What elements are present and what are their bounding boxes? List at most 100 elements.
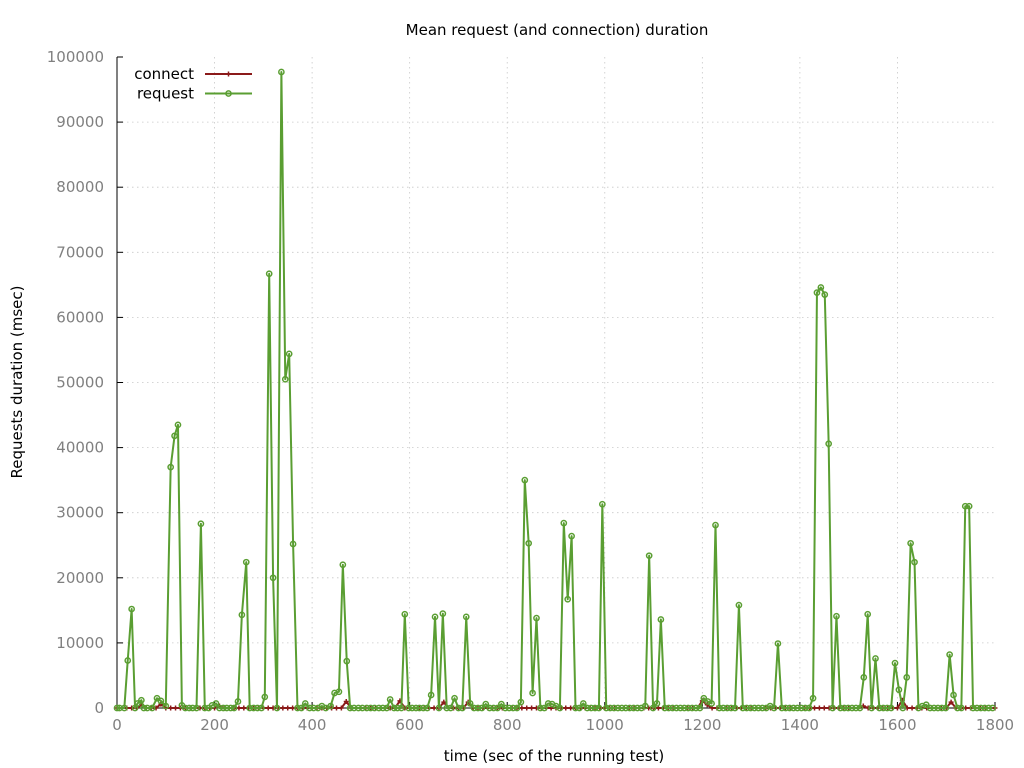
data-point-request	[564, 595, 572, 603]
data-point-request	[560, 519, 568, 527]
data-point-request	[375, 704, 383, 712]
data-point-request	[969, 704, 977, 712]
data-point-request	[113, 704, 121, 712]
legend-label: connect	[134, 65, 194, 83]
data-point-request	[223, 704, 231, 712]
data-point-request	[513, 704, 521, 712]
x-tick-label: 1000	[586, 716, 624, 734]
data-point-request	[587, 704, 595, 712]
data-point-request	[339, 561, 347, 569]
data-point-request	[505, 704, 513, 712]
data-point-request	[134, 700, 141, 707]
data-point-request	[419, 704, 427, 712]
data-point-request	[212, 700, 220, 707]
data-point-request	[918, 702, 926, 710]
data-point-connect	[241, 705, 247, 711]
data-point-request	[572, 704, 579, 712]
data-point-request	[973, 704, 981, 712]
data-point-request	[310, 704, 317, 712]
data-point-request	[576, 704, 583, 712]
data-point-request	[363, 704, 371, 712]
data-point-request	[985, 704, 993, 712]
data-point-request	[950, 691, 957, 699]
data-point-request	[540, 704, 548, 712]
data-point-request	[246, 704, 254, 712]
data-point-request	[301, 700, 309, 707]
data-point-request	[579, 700, 587, 707]
data-point-request	[486, 704, 494, 712]
data-point-request	[957, 704, 965, 712]
data-point-request	[390, 704, 398, 712]
data-point-request	[529, 689, 536, 697]
data-point-request	[735, 601, 743, 609]
data-point-connect	[865, 705, 871, 711]
data-point-connect	[826, 705, 832, 711]
data-point-request	[598, 500, 606, 508]
x-axis-ticks: 0 200 400 600 800 1000 1200 1400 1600 1800	[112, 702, 1014, 734]
data-point-request	[490, 704, 497, 712]
data-point-request	[462, 613, 470, 621]
data-point-connect	[343, 698, 349, 704]
legend: connect request	[134, 65, 252, 103]
data-point-request	[680, 704, 688, 712]
data-point-request	[193, 704, 200, 712]
x-tick-label: 1200	[683, 716, 721, 734]
data-point-request	[934, 704, 942, 712]
data-point-request	[751, 704, 758, 712]
data-point-request	[805, 704, 813, 712]
data-point-request	[977, 704, 985, 712]
data-point-request	[394, 704, 401, 712]
data-point-request	[583, 704, 591, 712]
data-point-request	[840, 704, 848, 712]
data-point-request	[140, 704, 148, 712]
data-point-request	[712, 521, 719, 529]
data-point-request	[423, 704, 431, 712]
y-tick-label: 40000	[56, 439, 104, 457]
data-point-request	[386, 696, 394, 703]
data-point-request	[684, 704, 692, 712]
x-tick-label: 1600	[878, 716, 916, 734]
data-point-request	[665, 704, 673, 712]
data-point-request	[610, 704, 618, 712]
data-point-request	[630, 704, 637, 712]
x-axis-label: time (sec of the running test)	[444, 747, 665, 765]
series-layer	[113, 68, 998, 712]
data-point-request	[273, 704, 281, 712]
data-point-request	[922, 701, 930, 709]
data-point-request	[269, 574, 277, 582]
data-point-request	[431, 613, 439, 621]
data-point-connect	[812, 705, 818, 711]
data-point-request	[837, 704, 844, 712]
y-axis-ticks: 0 10000 20000 30000 40000 50000 60000 70000 8000…	[47, 48, 123, 717]
data-point-request	[946, 651, 953, 658]
data-point-request	[778, 704, 786, 712]
data-point-request	[801, 704, 809, 712]
data-point-request	[289, 540, 297, 548]
legend-marker	[226, 71, 231, 77]
data-point-connect	[524, 705, 530, 711]
y-tick-label: 80000	[56, 178, 104, 196]
data-point-request	[258, 704, 265, 712]
data-point-request	[439, 610, 447, 617]
data-point-request	[278, 68, 285, 76]
data-point-request	[618, 704, 626, 712]
data-point-request	[281, 375, 289, 383]
data-point-request	[265, 270, 273, 278]
data-point-request	[408, 704, 416, 712]
data-point-request	[521, 476, 529, 484]
data-point-request	[696, 704, 704, 712]
data-point-request	[120, 704, 128, 712]
data-point-request	[227, 704, 235, 712]
data-point-request	[708, 700, 715, 707]
data-point-request	[755, 704, 762, 712]
data-point-request	[989, 704, 996, 712]
data-point-request	[427, 691, 435, 699]
data-point-request	[907, 539, 914, 547]
data-point-request	[595, 704, 603, 712]
data-point-request	[626, 704, 634, 712]
data-point-request	[494, 704, 501, 712]
data-point-request	[359, 704, 366, 712]
data-point-request	[825, 440, 833, 448]
data-point-request	[731, 704, 739, 712]
x-tick-label: 1400	[781, 716, 819, 734]
